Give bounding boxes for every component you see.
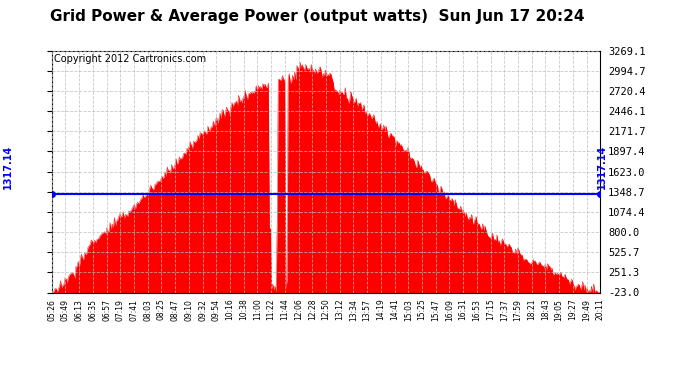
Text: 1317.14: 1317.14 [597, 145, 607, 189]
Text: Copyright 2012 Cartronics.com: Copyright 2012 Cartronics.com [55, 54, 206, 64]
Text: Grid Power & Average Power (output watts)  Sun Jun 17 20:24: Grid Power & Average Power (output watts… [50, 9, 584, 24]
Text: 1317.14: 1317.14 [3, 145, 13, 189]
